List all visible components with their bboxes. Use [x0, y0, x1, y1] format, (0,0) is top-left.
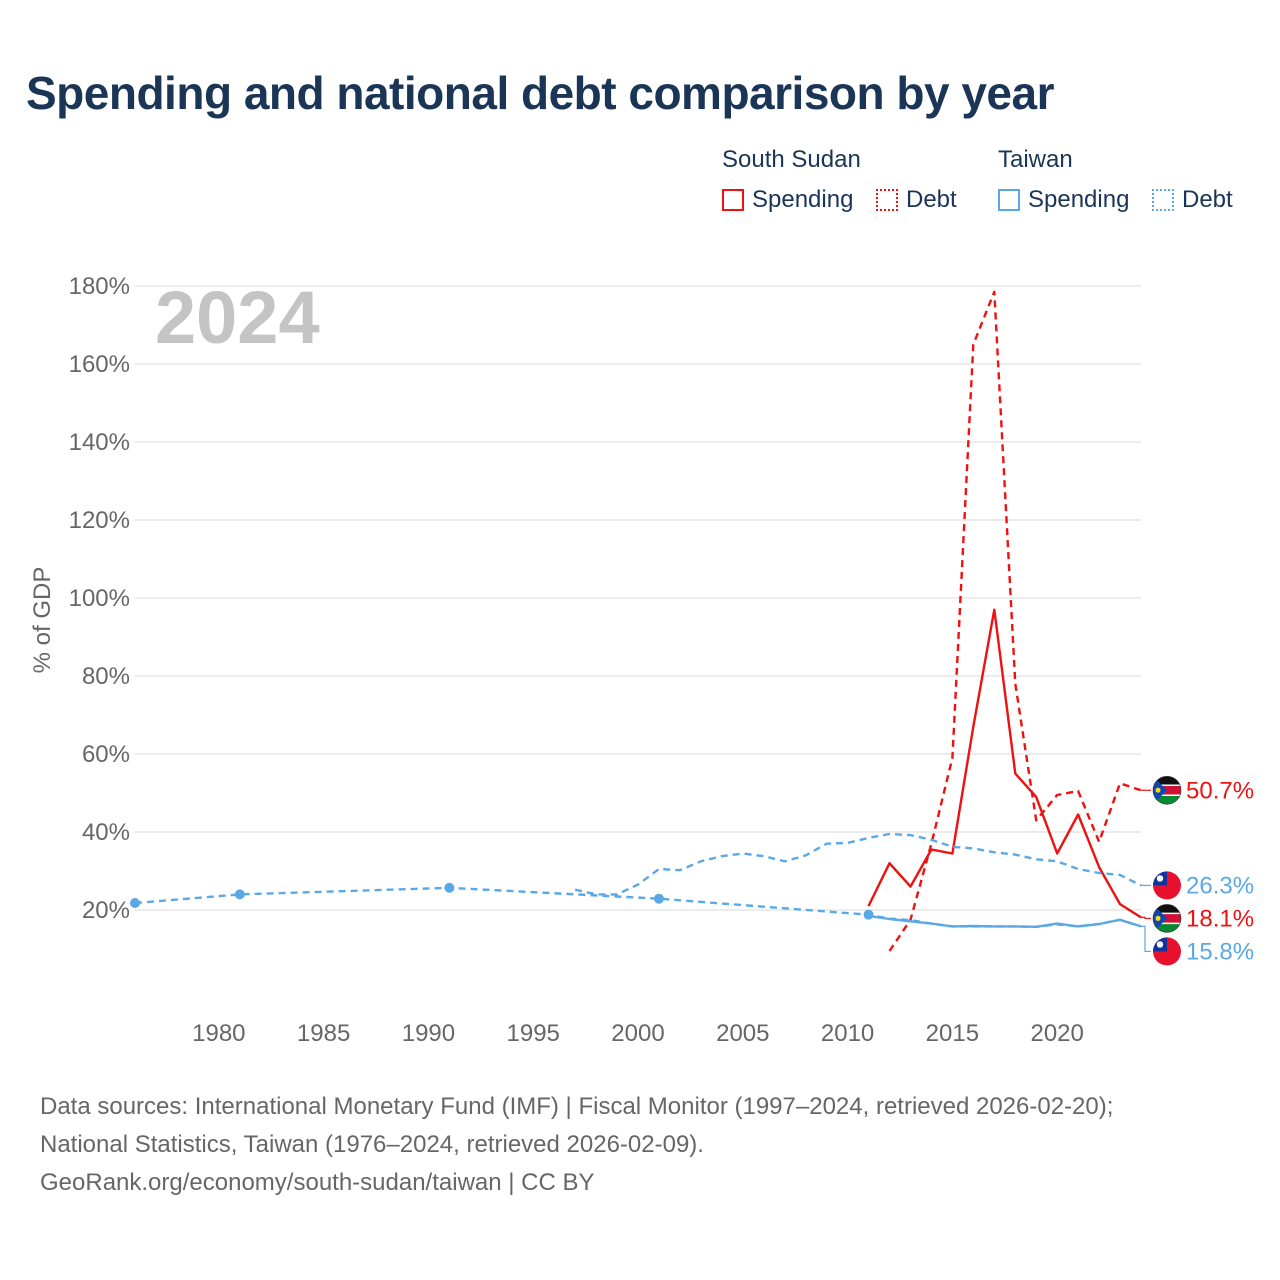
x-tick-label: 1990 — [402, 1020, 455, 1047]
data-point-marker[interactable] — [444, 882, 455, 893]
axis-layer: 20% 40% 60% 80% 100% 120% 140% 160% 180% 1980 1985… — [69, 273, 1084, 1047]
footer-sources-line-1: Data sources: International Monetary Fun… — [40, 1093, 1114, 1120]
y-tick-label: 40% — [82, 819, 130, 846]
legend-swatch-dotted — [1152, 189, 1174, 211]
y-tick-label: 100% — [69, 585, 130, 612]
end-value-label: 18.1% — [1186, 905, 1254, 932]
series-line-south-sudan-spending[interactable] — [867, 608, 1142, 919]
year-watermark: 2024 — [155, 276, 320, 359]
legend-group-title: South Sudan — [722, 146, 861, 173]
legend-label: Spending — [1028, 186, 1130, 213]
x-tick-label: 2020 — [1030, 1020, 1083, 1047]
legend-group-title: Taiwan — [998, 146, 1073, 173]
legend-item-south-sudan-debt[interactable]: Debt — [876, 186, 957, 214]
end-label-connector — [1141, 925, 1151, 953]
x-tick-label: 2005 — [716, 1020, 769, 1047]
series-layer — [130, 290, 1142, 952]
end-value-label: 26.3% — [1186, 872, 1254, 899]
y-tick-label: 140% — [69, 429, 130, 456]
end-label-layer: 50.7% 26.3% 18.1% 15.8% — [1141, 775, 1254, 966]
legend-item-taiwan-spending[interactable]: Spending — [998, 186, 1129, 214]
grid-layer — [135, 285, 1141, 911]
footer: Data sources: International Monetary Fun… — [40, 1088, 1113, 1202]
x-tick-label: 2010 — [821, 1020, 874, 1047]
series-line-taiwan-debt[interactable] — [134, 886, 1142, 928]
legend-label: Spending — [752, 186, 854, 213]
series-line-taiwan-spending[interactable] — [868, 914, 1142, 928]
series-line-taiwan-debt-imf-[interactable] — [574, 832, 1142, 896]
data-point-marker[interactable] — [863, 909, 874, 920]
y-axis-label: % of GDP — [29, 567, 56, 674]
legend-item-south-sudan-spending[interactable]: Spending — [722, 186, 853, 214]
chart-title: Spending and national debt comparison by… — [26, 67, 1055, 119]
legend-swatch-dotted — [876, 189, 898, 211]
footer-attribution[interactable]: GeoRank.org/economy/south-sudan/taiwan |… — [40, 1169, 595, 1196]
y-tick-label: 80% — [82, 663, 130, 690]
legend-label: Debt — [1182, 186, 1233, 213]
x-tick-label: 1985 — [297, 1020, 350, 1047]
end-value-label: 50.7% — [1186, 777, 1254, 804]
data-point-marker[interactable] — [653, 893, 664, 904]
y-tick-label: 160% — [69, 351, 130, 378]
y-tick-label: 180% — [69, 273, 130, 300]
x-tick-label: 1995 — [507, 1020, 560, 1047]
legend-item-taiwan-debt[interactable]: Debt — [1152, 186, 1233, 214]
footer-sources-line-2: National Statistics, Taiwan (1976–2024, … — [40, 1131, 704, 1158]
end-value-label: 15.8% — [1186, 938, 1254, 965]
y-tick-label: 120% — [69, 507, 130, 534]
data-point-marker[interactable] — [130, 897, 140, 908]
end-label-connector — [1141, 916, 1151, 920]
x-tick-label: 2015 — [926, 1020, 979, 1047]
legend-swatch-solid — [998, 189, 1020, 211]
x-tick-label: 1980 — [192, 1020, 245, 1047]
taiwan-flag-icon — [1153, 871, 1181, 900]
y-tick-label: 60% — [82, 741, 130, 768]
taiwan-flag-icon — [1153, 937, 1181, 966]
data-point-marker[interactable] — [234, 889, 245, 900]
south-sudan-flag-icon — [1152, 775, 1182, 805]
y-tick-label: 20% — [82, 897, 130, 924]
series-line-south-sudan-debt[interactable] — [888, 290, 1142, 952]
legend-swatch-solid — [722, 189, 744, 211]
x-tick-label: 2000 — [611, 1020, 664, 1047]
chart-area: 2024 20% 40% 60% 80% 100% 120% 140% 160% 180% 198… — [29, 273, 1254, 1047]
south-sudan-flag-icon — [1152, 904, 1182, 933]
legend-label: Debt — [906, 186, 957, 213]
